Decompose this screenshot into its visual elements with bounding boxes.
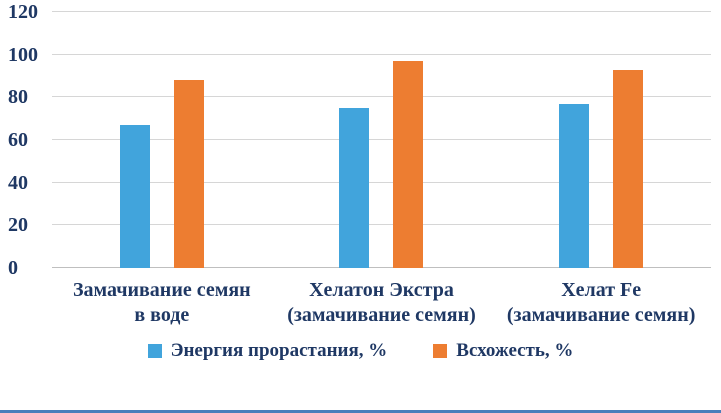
y-tick-label: 20 — [8, 214, 28, 237]
x-category-label: Хелатон Экстра (замачивание семян) — [287, 279, 476, 326]
legend-swatch — [147, 344, 162, 358]
gridline — [52, 139, 711, 140]
bar — [339, 108, 370, 268]
x-axis-labels: Замачивание семян в воде Хелатон Экстра (… — [52, 278, 711, 328]
x-category-label: Хелат Fe (замачивание семян) — [506, 279, 696, 326]
bar-group — [52, 12, 272, 268]
legend: Энергия прорастания, % Всхожесть, % — [0, 340, 721, 362]
gridline — [52, 181, 711, 183]
y-tick-label: 120 — [8, 1, 38, 23]
bar — [119, 125, 150, 268]
x-category-label: Замачивание семян в воде — [72, 279, 251, 326]
y-tick-label: 40 — [8, 171, 28, 194]
gridline — [52, 11, 711, 12]
legend-item: Всхожесть, % — [433, 340, 573, 362]
bar-groups — [52, 12, 711, 268]
y-axis: 0 20 40 60 80 100 120 — [6, 2, 52, 278]
y-tick-label: 60 — [8, 129, 28, 151]
bar — [613, 69, 644, 268]
y-tick-label: 100 — [8, 43, 38, 66]
plot-area — [52, 11, 711, 268]
gridline — [52, 53, 711, 55]
y-tick-label: 80 — [8, 86, 28, 109]
plot-wrap: 0 20 40 60 80 100 120 — [6, 2, 711, 278]
gridline — [52, 224, 711, 226]
bar-group — [272, 12, 492, 268]
legend-swatch — [433, 344, 448, 358]
bar-group — [491, 12, 711, 268]
legend-item: Энергия прорастания, % — [147, 340, 388, 362]
bar — [559, 103, 590, 268]
gridline — [52, 96, 711, 98]
x-axis-line — [52, 267, 711, 268]
bar — [393, 61, 424, 268]
legend-label: Энергия прорастания, % — [170, 340, 388, 361]
y-tick-label: 0 — [8, 257, 18, 279]
bar — [173, 80, 204, 268]
legend-label: Всхожесть, % — [456, 340, 574, 361]
